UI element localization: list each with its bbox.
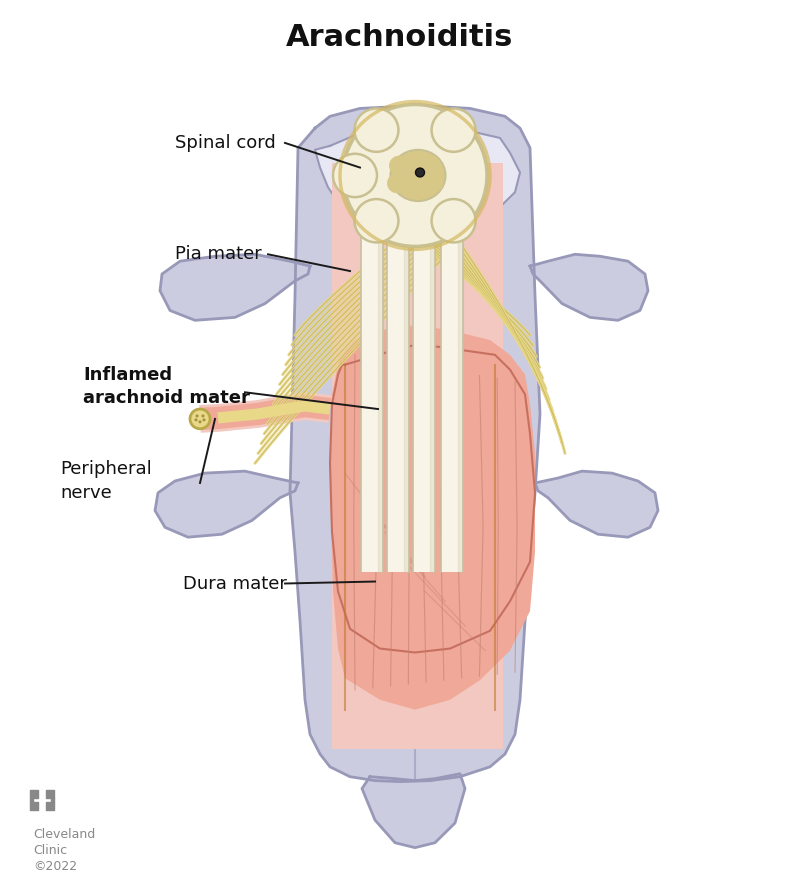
Text: Peripheral
nerve: Peripheral nerve	[60, 460, 152, 502]
Circle shape	[190, 409, 210, 429]
Circle shape	[389, 156, 409, 176]
Polygon shape	[487, 162, 503, 749]
Polygon shape	[413, 173, 435, 572]
Polygon shape	[330, 325, 535, 710]
Polygon shape	[458, 173, 463, 572]
Polygon shape	[332, 162, 348, 749]
Polygon shape	[530, 254, 648, 320]
Polygon shape	[441, 173, 463, 572]
Text: Arachnoiditis: Arachnoiditis	[286, 23, 514, 52]
Circle shape	[431, 108, 475, 152]
Text: Pia mater: Pia mater	[175, 245, 262, 264]
Circle shape	[431, 199, 475, 243]
Circle shape	[333, 153, 377, 198]
Circle shape	[195, 415, 198, 417]
Polygon shape	[361, 173, 383, 572]
Circle shape	[202, 415, 205, 417]
Polygon shape	[430, 173, 435, 572]
Circle shape	[343, 104, 487, 246]
Text: Inflamed
arachnoid mater: Inflamed arachnoid mater	[83, 365, 250, 407]
Polygon shape	[290, 106, 540, 781]
Text: Dura mater: Dura mater	[183, 574, 287, 593]
Polygon shape	[362, 774, 465, 848]
Polygon shape	[160, 254, 310, 320]
Polygon shape	[348, 162, 487, 749]
Text: Cleveland
Clinic
©2022: Cleveland Clinic ©2022	[33, 828, 95, 873]
Ellipse shape	[413, 168, 435, 177]
Polygon shape	[378, 173, 383, 572]
Polygon shape	[315, 128, 520, 217]
Circle shape	[198, 421, 202, 423]
Circle shape	[421, 156, 441, 176]
Polygon shape	[330, 345, 535, 653]
Circle shape	[387, 174, 407, 193]
Circle shape	[354, 199, 398, 243]
Circle shape	[415, 168, 425, 177]
Ellipse shape	[387, 168, 409, 177]
Polygon shape	[404, 173, 409, 572]
Polygon shape	[535, 471, 658, 537]
Ellipse shape	[390, 150, 446, 201]
Polygon shape	[387, 173, 409, 572]
Circle shape	[202, 418, 206, 422]
Polygon shape	[155, 471, 298, 537]
Ellipse shape	[361, 168, 383, 177]
Ellipse shape	[441, 168, 463, 177]
Circle shape	[354, 108, 398, 152]
Circle shape	[423, 174, 443, 193]
Text: Spinal cord: Spinal cord	[175, 134, 276, 152]
Circle shape	[194, 418, 198, 422]
